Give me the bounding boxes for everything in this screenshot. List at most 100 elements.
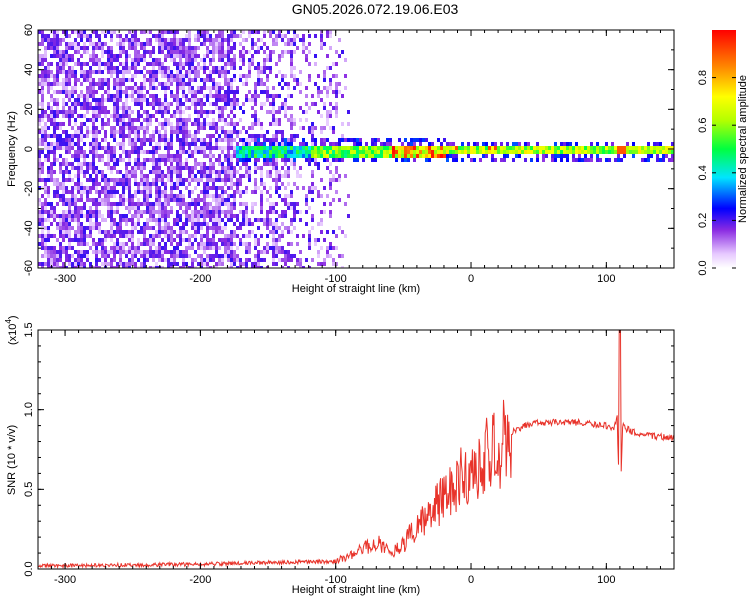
- y-tick-label: 20: [23, 103, 35, 115]
- heatmap-cell: [185, 178, 188, 182]
- heatmap-cell: [89, 210, 92, 214]
- heatmap-cell: [290, 58, 293, 62]
- heatmap-cell: [239, 66, 242, 70]
- heatmap-cell: [170, 254, 173, 258]
- heatmap-cell: [89, 190, 92, 194]
- heatmap-cell: [65, 218, 68, 222]
- heatmap-cell: [86, 166, 89, 170]
- heatmap-cell: [77, 158, 80, 162]
- heatmap-cell: [272, 134, 275, 138]
- heatmap-cell: [272, 106, 275, 110]
- heatmap-cell: [230, 266, 233, 268]
- heatmap-cell: [212, 146, 215, 150]
- heatmap-cell: [131, 254, 134, 258]
- heatmap-cell: [71, 94, 74, 98]
- heatmap-cell: [71, 238, 74, 242]
- heatmap-cell: [107, 206, 110, 210]
- heatmap-cell: [557, 146, 560, 150]
- heatmap-cell: [179, 198, 182, 202]
- heatmap-cell: [173, 98, 176, 102]
- heatmap-cell: [191, 90, 194, 94]
- heatmap-cell: [170, 230, 173, 234]
- heatmap-cell: [224, 238, 227, 242]
- heatmap-cell: [266, 226, 269, 230]
- heatmap-cell: [167, 158, 170, 162]
- heatmap-cell: [86, 154, 89, 158]
- heatmap-cell: [233, 214, 236, 218]
- heatmap-cell: [140, 58, 143, 62]
- heatmap-cell: [170, 262, 173, 266]
- heatmap-cell: [119, 262, 122, 266]
- heatmap-cell: [47, 158, 50, 162]
- heatmap-cell: [416, 146, 419, 150]
- heatmap-cell: [77, 214, 80, 218]
- heatmap-cell: [128, 182, 131, 186]
- heatmap-cell: [302, 126, 305, 130]
- heatmap-cell: [149, 38, 152, 42]
- heatmap-cell: [221, 242, 224, 246]
- heatmap-cell: [56, 214, 59, 218]
- heatmap-cell: [131, 146, 134, 150]
- heatmap-cell: [119, 62, 122, 66]
- heatmap-cell: [296, 154, 299, 158]
- heatmap-cell: [122, 46, 125, 50]
- heatmap-cell: [161, 70, 164, 74]
- heatmap-cell: [173, 78, 176, 82]
- heatmap-cell: [245, 158, 248, 162]
- heatmap-cell: [68, 258, 71, 262]
- heatmap-cell: [56, 202, 59, 206]
- heatmap-cell: [212, 82, 215, 86]
- heatmap-cell: [176, 94, 179, 98]
- heatmap-cell: [194, 138, 197, 142]
- heatmap-cell: [257, 186, 260, 190]
- heatmap-cell: [140, 90, 143, 94]
- heatmap-cell: [83, 158, 86, 162]
- heatmap-cell: [287, 30, 290, 34]
- heatmap-cell: [59, 122, 62, 126]
- heatmap-cell: [200, 98, 203, 102]
- heatmap-cell: [215, 42, 218, 46]
- heatmap-cell: [203, 202, 206, 206]
- heatmap-cell: [197, 114, 200, 118]
- heatmap-cell: [158, 254, 161, 258]
- heatmap-cell: [158, 158, 161, 162]
- heatmap-cell: [212, 86, 215, 90]
- heatmap-cell: [257, 250, 260, 254]
- heatmap-cell: [248, 234, 251, 238]
- heatmap-cell: [194, 106, 197, 110]
- heatmap-cell: [155, 58, 158, 62]
- heatmap-cell: [305, 94, 308, 98]
- heatmap-cell: [47, 38, 50, 42]
- heatmap-cell: [59, 222, 62, 226]
- heatmap-cell: [119, 202, 122, 206]
- heatmap-cell: [260, 134, 263, 138]
- heatmap-cell: [254, 86, 257, 90]
- heatmap-cell: [206, 206, 209, 210]
- heatmap-cell: [200, 234, 203, 238]
- heatmap-cell: [239, 154, 242, 158]
- heatmap-cell: [320, 114, 323, 118]
- heatmap-cell: [251, 146, 254, 150]
- heatmap-cell: [68, 150, 71, 154]
- heatmap-cell: [131, 38, 134, 42]
- heatmap-cell: [41, 142, 44, 146]
- heatmap-cell: [221, 110, 224, 114]
- heatmap-cell: [80, 126, 83, 130]
- heatmap-cell: [176, 70, 179, 74]
- heatmap-cell: [152, 250, 155, 254]
- heatmap-cell: [266, 66, 269, 70]
- heatmap-cell: [113, 30, 116, 34]
- heatmap-cell: [149, 250, 152, 254]
- heatmap-cell: [566, 150, 569, 154]
- heatmap-cell: [158, 218, 161, 222]
- heatmap-cell: [122, 198, 125, 202]
- heatmap-cell: [125, 222, 128, 226]
- heatmap-cell: [56, 90, 59, 94]
- heatmap-cell: [266, 54, 269, 58]
- heatmap-cell: [443, 146, 446, 150]
- heatmap-cell: [167, 102, 170, 106]
- heatmap-cell: [230, 30, 233, 34]
- heatmap-cell: [452, 142, 455, 146]
- heatmap-cell: [254, 110, 257, 114]
- heatmap-cell: [584, 146, 587, 150]
